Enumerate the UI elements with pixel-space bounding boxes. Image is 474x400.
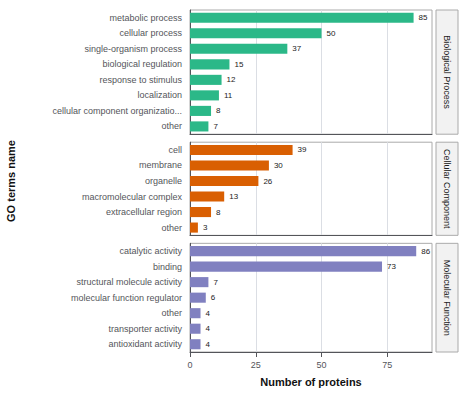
svg-text:8: 8 (216, 208, 221, 217)
svg-text:7: 7 (213, 122, 218, 131)
svg-text:4: 4 (206, 309, 211, 318)
svg-text:binding: binding (153, 262, 182, 272)
svg-text:biological regulation: biological regulation (102, 59, 182, 69)
svg-text:response to stimulus: response to stimulus (99, 75, 182, 85)
svg-text:Number of proteins: Number of proteins (260, 376, 361, 388)
svg-text:75: 75 (382, 360, 392, 370)
svg-text:other: other (161, 121, 182, 131)
svg-text:cellular component organizatio: cellular component organizatio... (52, 106, 182, 116)
svg-text:39: 39 (298, 145, 307, 154)
svg-text:Cellular Component: Cellular Component (442, 149, 452, 229)
svg-text:other: other (161, 308, 182, 318)
svg-text:30: 30 (274, 161, 283, 170)
svg-text:transporter activity: transporter activity (108, 324, 182, 334)
svg-text:structural molecule activity: structural molecule activity (76, 277, 182, 287)
svg-text:15: 15 (234, 60, 243, 69)
svg-text:localization: localization (137, 90, 182, 100)
svg-text:GO terms name: GO terms name (5, 140, 17, 222)
svg-text:50: 50 (317, 360, 327, 370)
svg-text:macromolecular complex: macromolecular complex (82, 192, 183, 202)
svg-text:86: 86 (421, 247, 430, 256)
svg-text:cellular process: cellular process (119, 28, 182, 38)
svg-text:molecular function regulator: molecular function regulator (71, 293, 182, 303)
svg-text:antioxidant activity: antioxidant activity (108, 339, 182, 349)
svg-text:3: 3 (203, 223, 208, 232)
svg-text:50: 50 (327, 29, 336, 38)
svg-text:8: 8 (216, 106, 221, 115)
svg-text:4: 4 (206, 340, 211, 349)
svg-text:0: 0 (187, 360, 192, 370)
svg-text:73: 73 (387, 262, 396, 271)
svg-text:85: 85 (419, 13, 428, 22)
svg-text:Molecular Function: Molecular Function (442, 260, 452, 336)
svg-text:7: 7 (213, 278, 218, 287)
svg-text:single-organism process: single-organism process (84, 44, 182, 54)
svg-text:13: 13 (229, 192, 238, 201)
svg-text:11: 11 (224, 91, 233, 100)
svg-text:12: 12 (227, 75, 236, 84)
svg-text:catalytic activity: catalytic activity (119, 246, 182, 256)
svg-text:25: 25 (251, 360, 261, 370)
svg-text:37: 37 (292, 44, 301, 53)
svg-text:metabolic process: metabolic process (109, 13, 182, 23)
svg-text:26: 26 (263, 177, 272, 186)
svg-text:organelle: organelle (145, 176, 182, 186)
svg-text:extracellular region: extracellular region (106, 207, 182, 217)
svg-text:cell: cell (168, 145, 182, 155)
svg-text:6: 6 (211, 293, 216, 302)
svg-text:4: 4 (206, 324, 211, 333)
svg-text:Biological Process: Biological Process (442, 35, 452, 109)
svg-text:membrane: membrane (139, 160, 182, 170)
svg-text:other: other (161, 223, 182, 233)
